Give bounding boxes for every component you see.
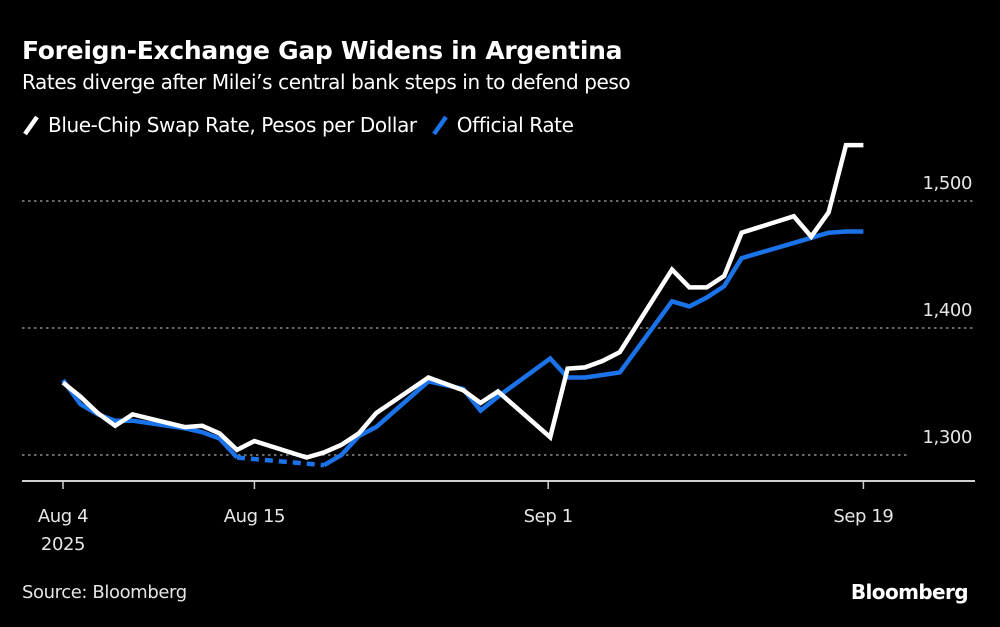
official-rate-line — [61, 378, 239, 460]
x-axis-ticks: Aug 4 2025 Aug 15 Sep 1 Sep 19 — [38, 481, 894, 555]
gridlines — [22, 200, 975, 456]
legend-label: Blue-Chip Swap Rate, Pesos per Dollar — [48, 113, 417, 137]
official-rate-line — [322, 229, 864, 468]
legend-item-blue-chip: Blue-Chip Swap Rate, Pesos per Dollar — [22, 113, 417, 137]
chart-title: Foreign-Exchange Gap Widens in Argentina — [22, 36, 623, 65]
x-tick-label: Sep 1 — [524, 506, 573, 527]
legend: Blue-Chip Swap Rate, Pesos per Dollar Of… — [22, 113, 588, 137]
x-tick-label: Sep 19 — [833, 506, 893, 527]
diagonal-line-icon — [23, 115, 39, 136]
source-note: Source: Bloomberg — [22, 582, 187, 603]
blue-chip-swap-line — [61, 142, 864, 460]
y-axis-labels: 1,300 1,400 1,500 — [922, 173, 972, 448]
bloomberg-logo: Bloomberg — [850, 580, 969, 604]
y-tick-label: 1,400 — [922, 300, 972, 321]
x-tick-sublabel: 2025 — [41, 534, 85, 555]
y-tick-label: 1,300 — [922, 427, 972, 448]
legend-swatch-blue — [431, 115, 448, 136]
series-lines — [61, 142, 864, 468]
official-rate-gap-dashed — [236, 455, 325, 468]
legend-label: Official Rate — [456, 113, 574, 137]
x-tick-label: Aug 15 — [224, 506, 285, 527]
diagonal-line-icon — [431, 115, 448, 136]
chart-subtitle: Rates diverge after Milei’s central bank… — [22, 70, 631, 94]
legend-item-official: Official Rate — [431, 113, 574, 137]
x-tick-label: Aug 4 — [38, 506, 88, 527]
y-tick-label: 1,500 — [922, 173, 972, 194]
legend-swatch-white — [23, 115, 39, 136]
